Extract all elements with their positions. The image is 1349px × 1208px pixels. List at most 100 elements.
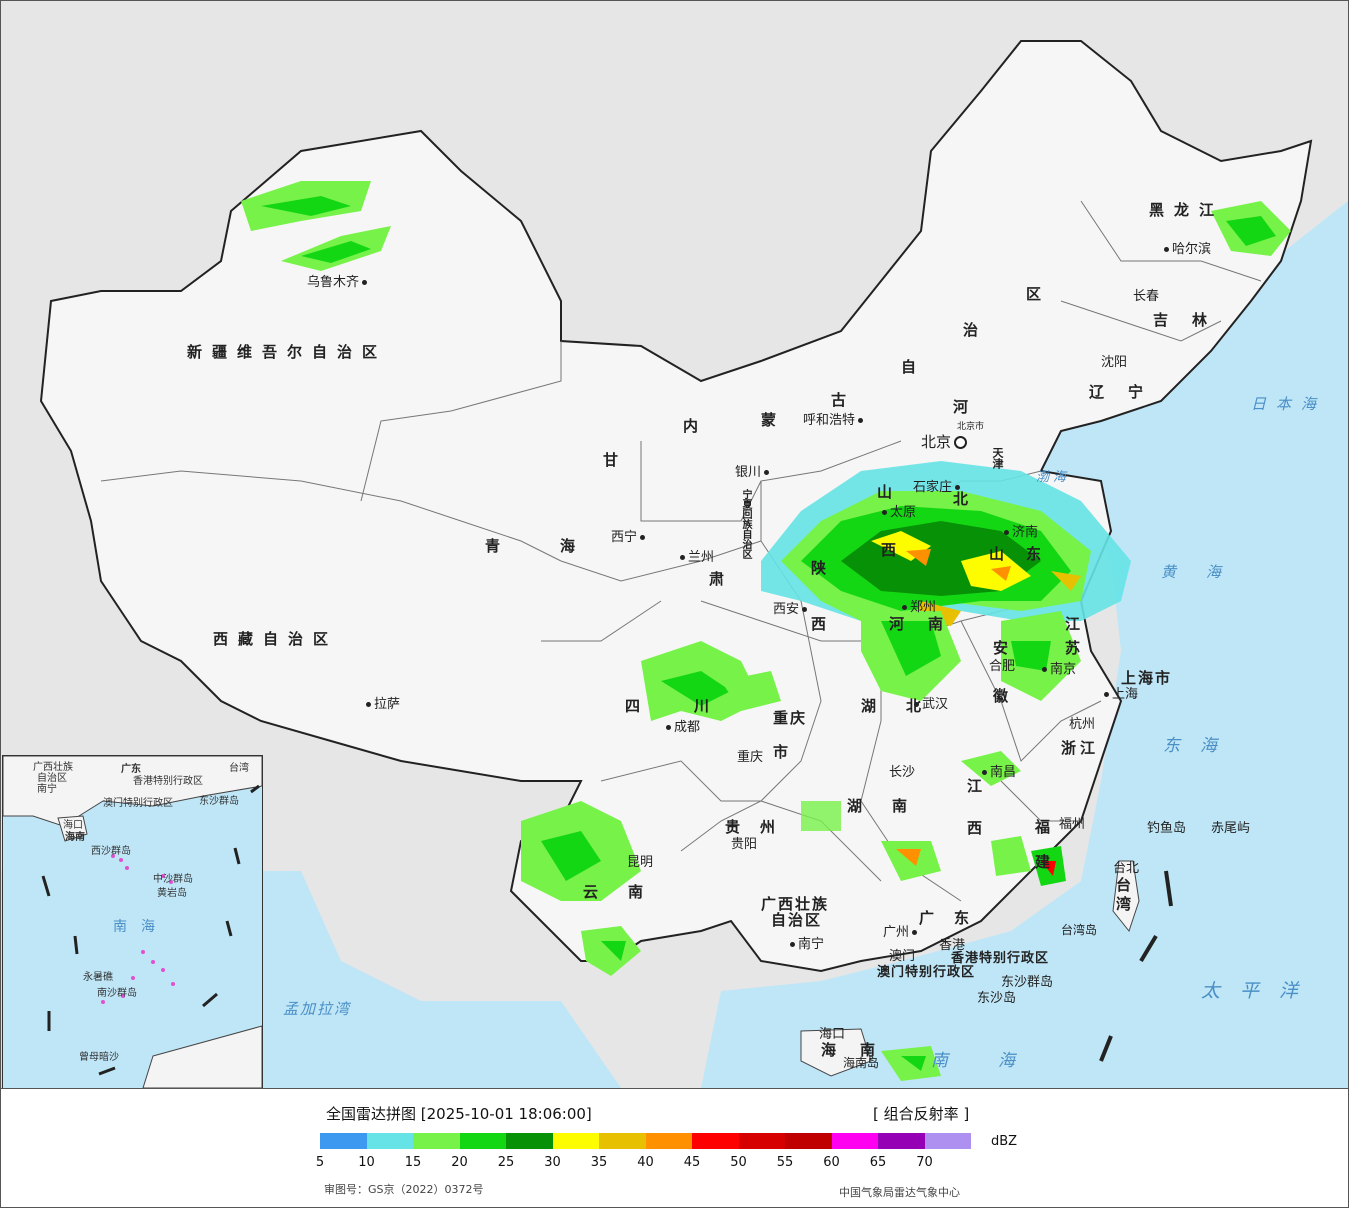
inset-mainland bbox=[3, 756, 262, 827]
province-hk: 香港特别行政区 bbox=[951, 951, 1050, 966]
city-hefei[interactable]: 合肥 bbox=[989, 659, 1016, 674]
province-gansu-2: 肃 bbox=[709, 570, 735, 588]
city-jinan[interactable]: 济南 bbox=[1001, 521, 1038, 540]
inset-zengmu: 曾母暗沙 bbox=[79, 1052, 119, 1063]
data-source: 中国气象局雷达气象中心 bbox=[839, 1186, 960, 1199]
legend-swatch-11 bbox=[831, 1133, 878, 1149]
province-xinjiang: 新疆维吾尔自治区 bbox=[187, 343, 388, 361]
legend-ticks: 5 10 15 20 25 30 35 40 45 50 55 60 65 70 bbox=[316, 1155, 972, 1173]
city-changsha[interactable]: 长沙 bbox=[889, 765, 916, 780]
city-changchun[interactable]: 长春 bbox=[1133, 289, 1160, 304]
label-dongshaqundao: 东沙群岛 bbox=[1001, 975, 1054, 990]
legend-swatch-13 bbox=[924, 1133, 971, 1149]
city-hangzhou[interactable]: 杭州 bbox=[1069, 717, 1096, 732]
hainan-island bbox=[800, 1028, 872, 1077]
city-huhehaote[interactable]: 呼和浩特 bbox=[803, 409, 866, 428]
city-wuhan[interactable]: 武汉 bbox=[911, 693, 948, 712]
province-shaanxi-2: 西 bbox=[811, 615, 837, 633]
city-lanzhou[interactable]: 兰州 bbox=[677, 546, 714, 565]
legend-swatch-1 bbox=[366, 1133, 413, 1149]
legend-tick-65: 65 bbox=[869, 1155, 887, 1170]
sea-donghai: 东海 bbox=[1163, 736, 1237, 756]
province-hubei: 湖北 bbox=[861, 697, 952, 715]
legend-tick-5: 5 bbox=[315, 1155, 325, 1170]
legend-tick-10: 10 bbox=[358, 1155, 375, 1170]
city-haikou[interactable]: 海口 bbox=[819, 1027, 846, 1042]
city-xining[interactable]: 西宁 bbox=[611, 526, 648, 545]
city-taiyuan[interactable]: 太原 bbox=[879, 501, 916, 520]
province-guangxi-2: 自治区 bbox=[771, 911, 823, 929]
inset-hk: 香港特别行政区 bbox=[133, 776, 203, 787]
province-sichuan: 四川 bbox=[625, 697, 764, 715]
inset-hainan: 海南 bbox=[65, 832, 85, 843]
legend-tick-55: 55 bbox=[776, 1155, 794, 1170]
province-shanxi-1: 山 bbox=[877, 483, 903, 501]
inset-xisha: 西沙群岛 bbox=[91, 846, 131, 857]
sea-taipingyang: 太平洋 bbox=[1201, 980, 1319, 1002]
legend-product: [ 组合反射率 ] bbox=[873, 1105, 970, 1123]
province-neimenggu-3: 古 bbox=[831, 391, 857, 409]
city-shenyang[interactable]: 沈阳 bbox=[1101, 355, 1128, 370]
city-haerbin[interactable]: 哈尔滨 bbox=[1161, 238, 1211, 257]
city-shijiazhuang[interactable]: 石家庄 bbox=[913, 476, 963, 495]
city-fuzhou[interactable]: 福州 bbox=[1059, 817, 1086, 832]
province-chongqing-2: 市 bbox=[773, 743, 799, 761]
province-neimenggu-6: 区 bbox=[1026, 285, 1052, 303]
province-hebei-2: 北 bbox=[953, 490, 979, 508]
province-heilongjiang: 黑龙江 bbox=[1149, 201, 1225, 219]
legend-swatch-0 bbox=[320, 1133, 367, 1149]
city-nanjing[interactable]: 南京 bbox=[1039, 658, 1076, 677]
city-zhengzhou[interactable]: 郑州 bbox=[899, 596, 936, 615]
province-tianjin: 天津 bbox=[991, 447, 1004, 469]
city-nanchang[interactable]: 南昌 bbox=[979, 761, 1016, 780]
legend-swatch-10 bbox=[785, 1133, 832, 1149]
radar-echoes bbox=[241, 181, 1291, 1081]
inset-dongsha: 东沙群岛 bbox=[199, 796, 239, 807]
legend-swatch-8 bbox=[692, 1133, 739, 1149]
sea-japan: 日本海 bbox=[1251, 395, 1327, 413]
inset-map bbox=[3, 756, 262, 1088]
city-beijing[interactable]: 北京 bbox=[921, 431, 970, 452]
province-jiangxi-1: 江 bbox=[967, 777, 993, 795]
inset-hainan bbox=[57, 815, 88, 842]
city-aomen[interactable]: 澳门 bbox=[889, 949, 916, 964]
province-anhui-1: 安 bbox=[993, 639, 1019, 657]
china-land bbox=[39, 40, 1313, 973]
legend-swatch-3 bbox=[459, 1133, 506, 1149]
city-guiyang[interactable]: 贵阳 bbox=[731, 837, 758, 852]
label-chiweiyu: 赤尾屿 bbox=[1211, 821, 1251, 836]
city-shanghai[interactable]: 上海 bbox=[1101, 683, 1138, 702]
province-anhui-2: 徽 bbox=[993, 687, 1019, 705]
radar-map bbox=[1, 40, 1348, 1088]
label-taiwandao: 台湾岛 bbox=[1061, 923, 1098, 937]
city-xianggang[interactable]: 香港 bbox=[939, 938, 966, 953]
city-guangzhou[interactable]: 广州 bbox=[883, 921, 920, 940]
city-taibei[interactable]: 台北 bbox=[1113, 861, 1140, 876]
city-yinchuan[interactable]: 银川 bbox=[735, 461, 772, 480]
inset-islands bbox=[101, 854, 175, 1004]
legend-swatch-5 bbox=[552, 1133, 599, 1149]
city-chengdu[interactable]: 成都 bbox=[663, 716, 700, 735]
legend-color-scale bbox=[320, 1133, 971, 1149]
inset-huangyan: 黄岩岛 bbox=[157, 888, 187, 899]
legend-swatch-12 bbox=[878, 1133, 925, 1149]
province-shanghai: 上海市 bbox=[1121, 669, 1173, 687]
inset-guangxi: 广西壮族 bbox=[33, 762, 73, 773]
legend-tick-35: 35 bbox=[590, 1155, 608, 1170]
province-yunnan: 云南 bbox=[583, 883, 674, 901]
city-xian[interactable]: 西安 bbox=[773, 598, 810, 617]
inset-haikou: 海口 bbox=[63, 820, 83, 831]
inset-nanning: 南宁 bbox=[37, 784, 57, 795]
legend-panel: 全国雷达拼图 [2025-10-01 18:06:00] [ 组合反射率 ] 5… bbox=[1, 1088, 1348, 1207]
city-kunming[interactable]: 昆明 bbox=[627, 855, 654, 870]
inset-zizhiqu: 自治区 bbox=[37, 773, 67, 784]
city-lasa[interactable]: 拉萨 bbox=[363, 693, 400, 712]
city-wulumuqi[interactable]: 乌鲁木齐 bbox=[307, 271, 370, 290]
city-chongqing[interactable]: 重庆 bbox=[737, 750, 764, 765]
label-diaoyudao: 钓鱼岛 bbox=[1147, 821, 1187, 836]
province-qinghai: 青海 bbox=[485, 537, 636, 555]
city-nanning[interactable]: 南宁 bbox=[787, 933, 824, 952]
province-henan: 河南 bbox=[889, 615, 968, 633]
legend-tick-20: 20 bbox=[451, 1155, 468, 1170]
